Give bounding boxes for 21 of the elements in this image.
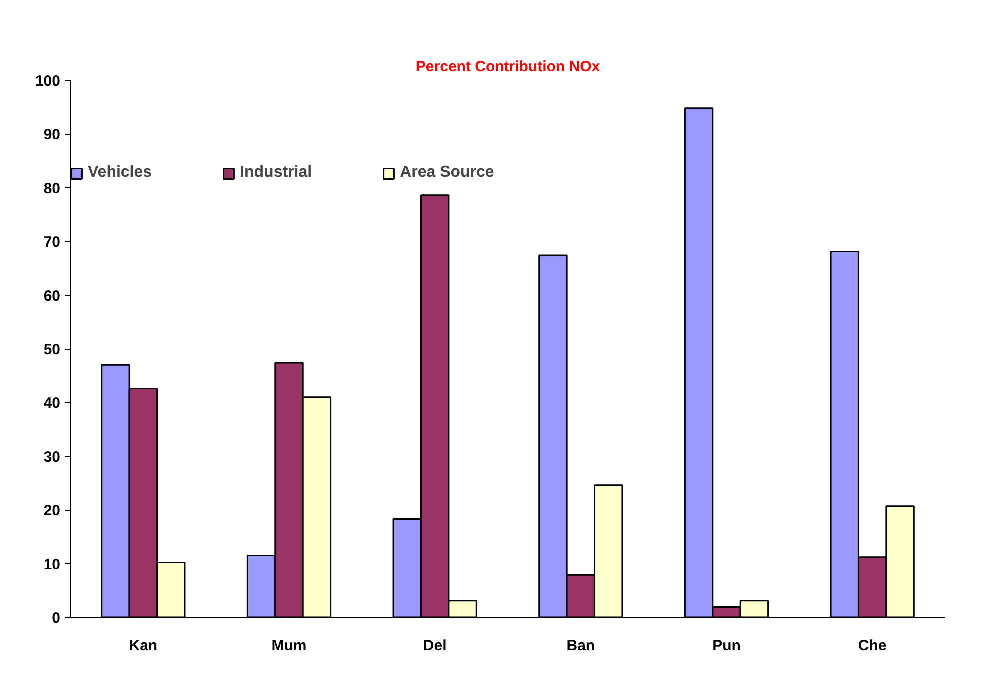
x-tick-label: Mum [272, 638, 307, 654]
y-tick-label: 20 [44, 502, 61, 520]
y-tick-label: 50 [44, 342, 61, 358]
y-tick-label: 30 [44, 448, 61, 466]
x-tick-label: Del [423, 638, 447, 654]
y-tick-label: 90 [44, 126, 61, 144]
y-tick-label: 0 [52, 610, 60, 627]
y-tick-label: 40 [44, 395, 61, 412]
x-tick-label: Kan [129, 638, 158, 654]
legend-label: Area Source [400, 164, 494, 182]
y-tick-label: 80 [44, 180, 61, 198]
x-tick-label: Che [858, 638, 887, 654]
x-tick-label: Ban [566, 638, 596, 654]
y-tick-label: 100 [35, 73, 61, 90]
legend-label: Vehicles [88, 164, 152, 182]
y-tick-label: 70 [44, 234, 61, 252]
y-tick-label: 10 [44, 556, 61, 574]
chart-title: Percent Contribution NOx [416, 58, 601, 76]
x-tick-label: Pun [712, 638, 741, 654]
y-tick-label: 60 [44, 288, 61, 305]
legend-label: Industrial [240, 164, 312, 182]
